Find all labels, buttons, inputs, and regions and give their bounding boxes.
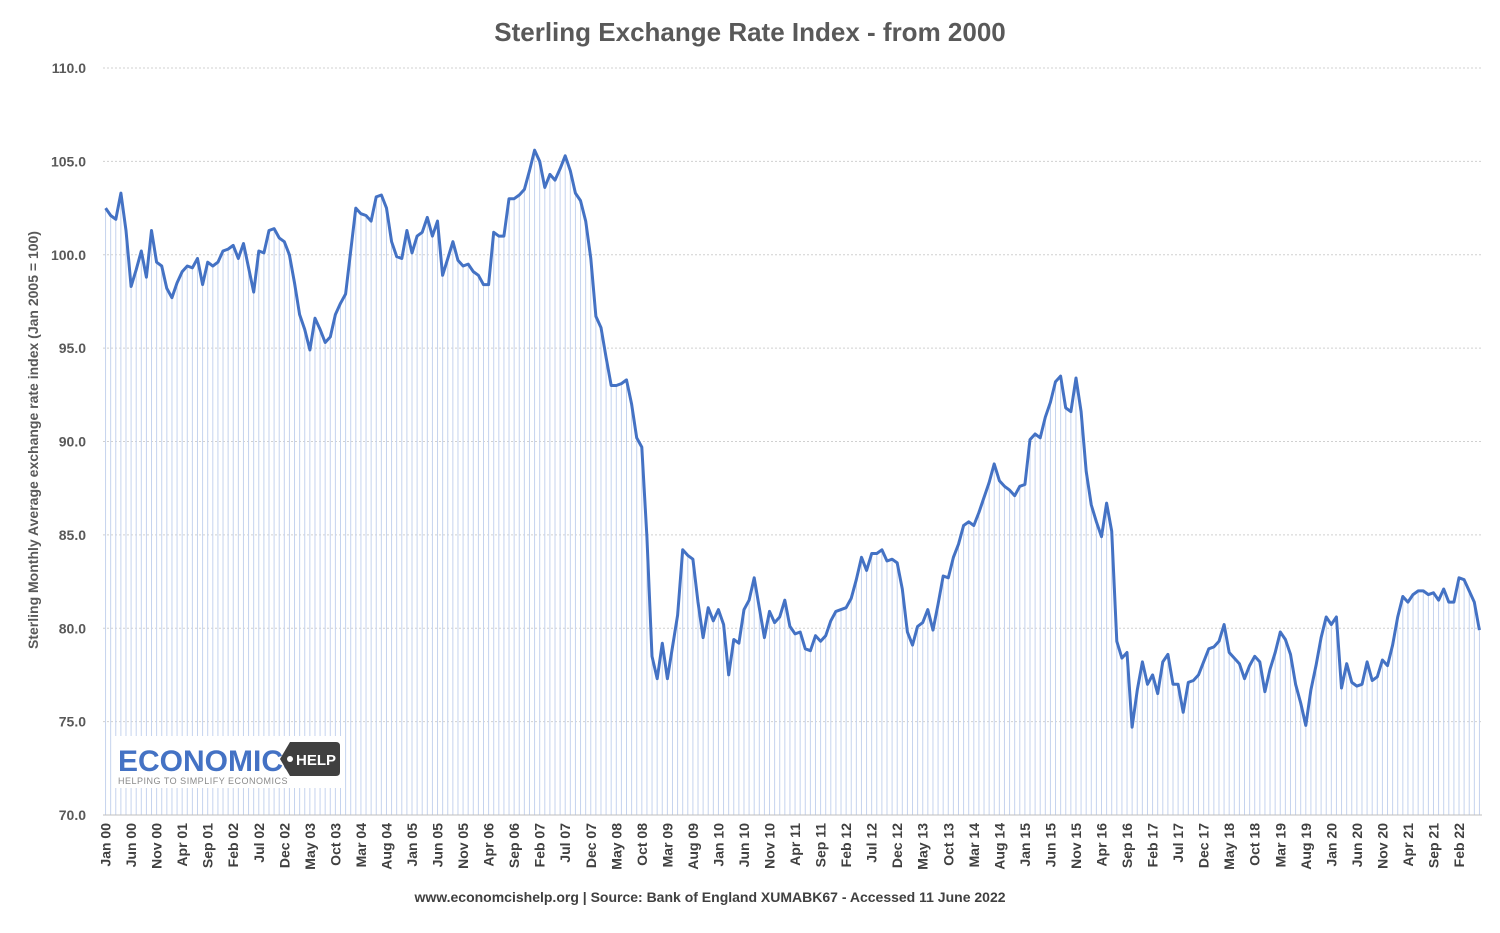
- x-tick-label: Sep 01: [200, 823, 216, 868]
- x-tick-label: Apr 11: [787, 823, 803, 866]
- y-tick-label: 70.0: [59, 807, 86, 823]
- x-tick-label: May 18: [1221, 823, 1237, 870]
- economics-help-logo: ECONOMICS HELP HELPING TO SIMPLIFY ECONO…: [112, 736, 344, 788]
- y-axis-label: Sterling Monthly Average exchange rate i…: [25, 231, 41, 649]
- x-tick-label: Feb 02: [225, 823, 241, 868]
- x-tick-label: Jul 07: [557, 823, 573, 863]
- x-tick-label: Jan 00: [98, 823, 114, 867]
- x-tick-label: Nov 05: [455, 823, 471, 869]
- x-tick-label: Apr 01: [174, 823, 190, 867]
- x-tick-label: Nov 15: [1068, 823, 1084, 869]
- x-tick-label: Jun 10: [736, 823, 752, 868]
- x-tick-label: Apr 21: [1400, 823, 1416, 867]
- x-tick-label: Nov 00: [149, 823, 165, 869]
- y-axis-ticks: 70.0 75.0 80.0 85.0 90.0 95.0 100.0 105.0 110.0: [51, 60, 86, 823]
- x-tick-label: Jul 02: [251, 823, 267, 863]
- x-tick-label: Oct 18: [1247, 823, 1263, 866]
- x-tick-label: Apr 06: [481, 823, 497, 867]
- x-tick-label: Jun 05: [430, 823, 446, 868]
- x-tick-label: Dec 02: [276, 823, 292, 868]
- y-tick-label: 95.0: [59, 340, 86, 356]
- drop-lines: [105, 150, 1480, 815]
- y-tick-label: 105.0: [51, 153, 86, 169]
- y-tick-label: 85.0: [59, 527, 86, 543]
- x-tick-label: Sep 11: [813, 823, 829, 868]
- y-tick-label: 75.0: [59, 714, 86, 730]
- x-tick-label: Sep 16: [1119, 823, 1135, 868]
- x-tick-label: Apr 16: [1093, 823, 1109, 867]
- y-tick-label: 80.0: [59, 620, 86, 636]
- x-tick-label: Dec 07: [583, 823, 599, 868]
- x-tick-label: Feb 17: [1145, 823, 1161, 868]
- x-tick-label: Aug 14: [991, 823, 1007, 870]
- x-tick-label: May 03: [302, 823, 318, 870]
- x-tick-label: Jan 15: [1017, 823, 1033, 867]
- chart-title: Sterling Exchange Rate Index - from 2000: [494, 17, 1006, 47]
- source-note: www.economcishelp.org | Source: Bank of …: [413, 889, 1005, 905]
- gridlines: [103, 67, 1482, 723]
- x-tick-label: May 13: [915, 823, 931, 870]
- x-tick-label: Sep 21: [1425, 823, 1441, 868]
- y-tick-label: 100.0: [51, 247, 86, 263]
- x-tick-label: Jan 20: [1323, 823, 1339, 867]
- x-tick-label: Nov 20: [1374, 823, 1390, 869]
- x-tick-label: Feb 12: [838, 823, 854, 868]
- x-tick-label: Mar 04: [353, 823, 369, 868]
- x-tick-label: Jan 10: [710, 823, 726, 867]
- x-tick-label: Jan 05: [404, 823, 420, 867]
- y-tick-label: 110.0: [52, 60, 86, 76]
- logo-tag-hole: [287, 756, 293, 762]
- x-tick-label: May 08: [608, 823, 624, 870]
- x-tick-label: Aug 19: [1298, 823, 1314, 870]
- x-tick-label: Mar 09: [659, 823, 675, 868]
- x-tick-label: Nov 10: [762, 823, 778, 869]
- x-tick-label: Oct 08: [634, 823, 650, 866]
- x-tick-label: Aug 04: [378, 823, 394, 870]
- x-tick-label: Jun 20: [1349, 823, 1365, 868]
- x-tick-label: Jul 12: [864, 823, 880, 863]
- x-tick-label: Sep 06: [506, 823, 522, 868]
- y-tick-label: 90.0: [59, 434, 86, 450]
- x-tick-label: Aug 09: [685, 823, 701, 870]
- series-line: [104, 148, 1481, 729]
- x-tick-label: Dec 12: [889, 823, 905, 868]
- x-tick-label: Oct 03: [327, 823, 343, 866]
- x-tick-label: Jul 17: [1170, 823, 1186, 863]
- x-tick-label: Mar 14: [966, 823, 982, 868]
- logo-name: ECONOMICS: [118, 745, 303, 778]
- x-axis-ticks: Jan 00 Jun 00 Nov 00 Apr 01 Sep 01 Feb 02 Jul …: [98, 823, 1467, 870]
- x-tick-label: Mar 19: [1272, 823, 1288, 868]
- logo-tagline: HELPING TO SIMPLIFY ECONOMICS: [118, 776, 288, 786]
- logo-tag-shape: [280, 742, 340, 776]
- x-tick-label: Jun 00: [123, 823, 139, 868]
- x-tick-label: Jun 15: [1042, 823, 1058, 868]
- x-tick-label: Feb 07: [532, 823, 548, 868]
- x-tick-label: Dec 17: [1196, 823, 1212, 868]
- x-tick-label: Feb 22: [1451, 823, 1467, 868]
- logo-badge: HELP: [296, 752, 336, 769]
- x-tick-label: Oct 13: [940, 823, 956, 866]
